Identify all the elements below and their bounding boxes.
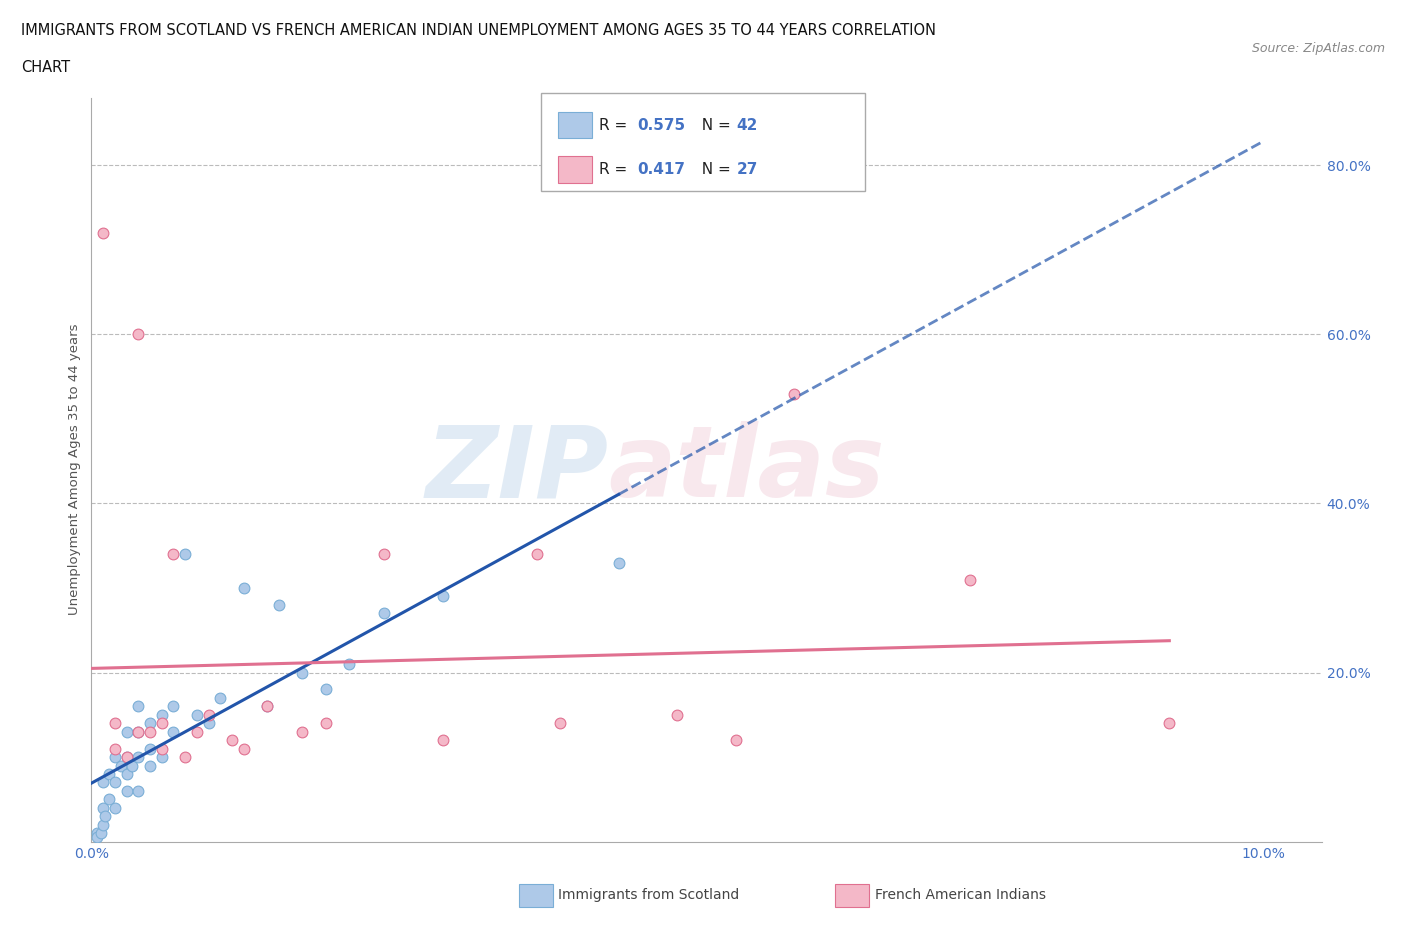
Point [91, 225, 114, 240]
Point [373, 547, 395, 562]
Point [337, 657, 360, 671]
Point [432, 589, 454, 604]
Point [162, 724, 184, 739]
Point [115, 766, 138, 781]
Text: 0.417: 0.417 [637, 162, 685, 177]
Text: N =: N = [692, 162, 735, 177]
Point [127, 724, 149, 739]
Point [232, 580, 254, 595]
Point [98, 766, 120, 781]
Point [86, 826, 108, 841]
Point [110, 758, 132, 773]
Point [256, 699, 278, 714]
Point [267, 597, 290, 612]
Text: IMMIGRANTS FROM SCOTLAND VS FRENCH AMERICAN INDIAN UNEMPLOYMENT AMONG AGES 35 TO: IMMIGRANTS FROM SCOTLAND VS FRENCH AMERI… [21, 23, 936, 38]
Point [162, 699, 184, 714]
Point [783, 386, 806, 401]
Point [115, 724, 138, 739]
Point [91, 817, 114, 832]
Text: French American Indians: French American Indians [875, 887, 1046, 902]
Point [104, 741, 127, 756]
Text: 27: 27 [737, 162, 758, 177]
Point [315, 682, 337, 697]
Point [256, 699, 278, 714]
Point [115, 783, 138, 798]
Point [221, 733, 243, 748]
Point [548, 716, 571, 731]
Point [98, 792, 120, 807]
Text: R =: R = [599, 117, 633, 133]
Text: Source: ZipAtlas.com: Source: ZipAtlas.com [1251, 42, 1385, 55]
Text: ZIP: ZIP [425, 421, 607, 518]
Point [104, 801, 127, 816]
Point [104, 750, 127, 764]
Point [86, 830, 108, 844]
Point [526, 547, 548, 562]
Point [121, 758, 143, 773]
Point [139, 724, 162, 739]
Point [91, 801, 114, 816]
Point [127, 783, 149, 798]
Text: R =: R = [599, 162, 633, 177]
Point [291, 724, 314, 739]
Point [150, 750, 173, 764]
Point [197, 708, 219, 723]
Point [373, 606, 395, 621]
Point [139, 716, 162, 731]
Point [139, 758, 162, 773]
Point [959, 572, 981, 587]
Text: 0.575: 0.575 [637, 117, 685, 133]
Text: Immigrants from Scotland: Immigrants from Scotland [558, 887, 740, 902]
Point [666, 708, 689, 723]
Point [724, 733, 747, 748]
Point [432, 733, 454, 748]
Point [197, 716, 219, 731]
Point [232, 741, 254, 756]
Point [174, 547, 197, 562]
Point [115, 750, 138, 764]
Point [150, 708, 173, 723]
Point [127, 724, 149, 739]
Point [162, 547, 184, 562]
Point [115, 750, 138, 764]
Point [104, 716, 127, 731]
Point [139, 741, 162, 756]
Point [127, 750, 149, 764]
Point [186, 724, 208, 739]
Point [91, 775, 114, 790]
Point [186, 708, 208, 723]
Point [94, 809, 117, 824]
Point [209, 690, 232, 705]
Point [315, 716, 337, 731]
Point [150, 716, 173, 731]
Text: atlas: atlas [607, 421, 884, 518]
Point [90, 826, 112, 841]
Point [291, 665, 314, 680]
Text: N =: N = [692, 117, 735, 133]
Point [607, 555, 630, 570]
Y-axis label: Unemployment Among Ages 35 to 44 years: Unemployment Among Ages 35 to 44 years [67, 324, 82, 616]
Text: CHART: CHART [21, 60, 70, 75]
Point [1159, 716, 1181, 731]
Point [127, 327, 149, 342]
Point [174, 750, 197, 764]
Text: 42: 42 [737, 117, 758, 133]
Point [150, 741, 173, 756]
Point [104, 775, 127, 790]
Point [127, 699, 149, 714]
